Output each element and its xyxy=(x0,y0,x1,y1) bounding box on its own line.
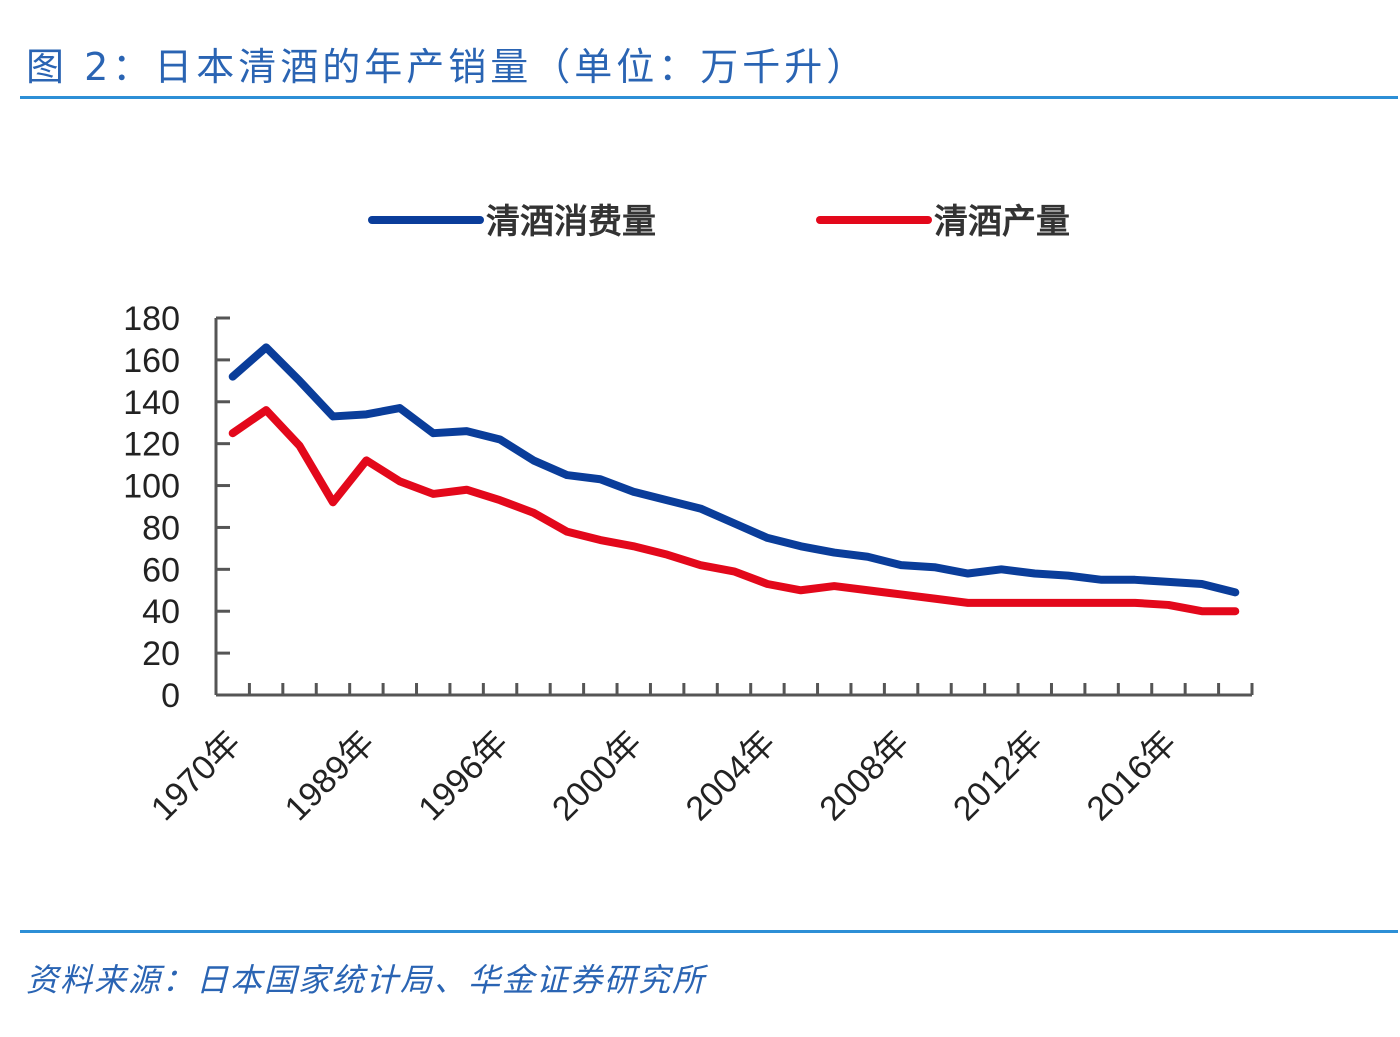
source-note: 资料来源：日本国家统计局、华金证券研究所 xyxy=(26,961,707,999)
y-tick-label: 40 xyxy=(142,593,180,631)
y-tick-label: 0 xyxy=(161,677,180,715)
x-tick-label: 2012年 xyxy=(946,724,1050,828)
x-tick-label: 2008年 xyxy=(812,724,916,828)
x-tick-label: 2016年 xyxy=(1080,724,1184,828)
y-tick-label: 80 xyxy=(142,509,180,547)
y-tick-label: 120 xyxy=(123,426,180,464)
x-tick-label: 2000年 xyxy=(545,724,649,828)
y-tick-label: 180 xyxy=(123,300,180,338)
x-tick-label: 2004年 xyxy=(679,724,783,828)
y-tick-label: 100 xyxy=(123,468,180,506)
x-tick-label: 1996年 xyxy=(411,724,515,828)
y-tick-label: 160 xyxy=(123,342,180,380)
y-tick-label: 60 xyxy=(142,551,180,589)
legend-label-2: 清酒产量 xyxy=(934,202,1070,242)
title-divider xyxy=(20,96,1398,99)
x-tick-label: 1989年 xyxy=(278,724,382,828)
x-tick-label: 1970年 xyxy=(144,724,248,828)
figure-title: 图 2：日本清酒的年产销量（单位：万千升） xyxy=(26,45,869,89)
legend-label-1: 清酒消费量 xyxy=(486,202,656,242)
y-tick-label: 140 xyxy=(123,384,180,422)
source-divider xyxy=(20,930,1398,933)
y-tick-label: 20 xyxy=(142,635,180,673)
